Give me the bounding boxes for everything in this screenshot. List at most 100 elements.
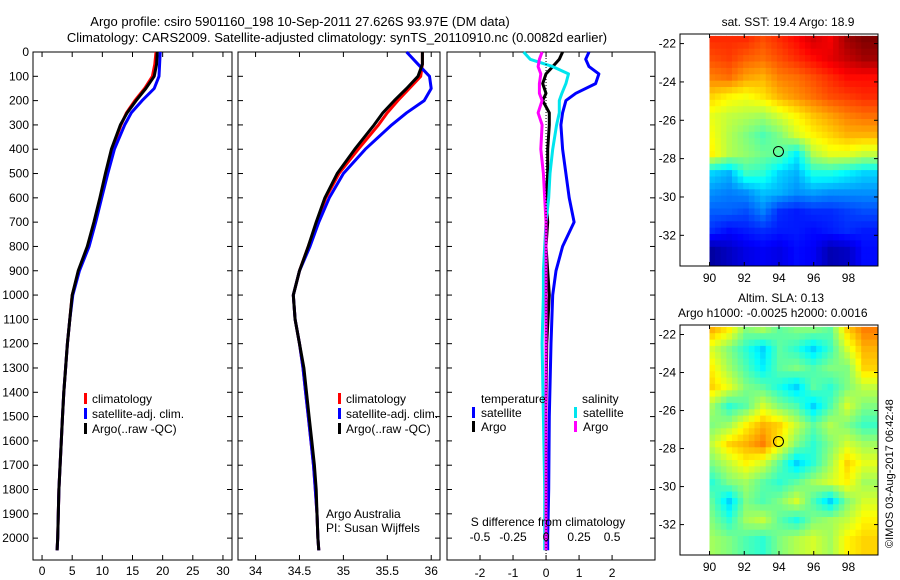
map-cell [810, 326, 817, 334]
map-cell [793, 371, 800, 379]
map-cell [810, 485, 817, 493]
map-cell [844, 182, 851, 190]
map-cell [748, 234, 755, 241]
map-cell [844, 208, 851, 216]
map-cell [726, 189, 733, 197]
map-cell [833, 364, 840, 372]
map-cell [709, 345, 716, 353]
map-cell [782, 377, 789, 385]
map-cell [732, 529, 739, 537]
map-cell [816, 453, 823, 461]
map-cell [849, 517, 856, 524]
map-cell [782, 441, 789, 448]
map-cell [821, 170, 828, 177]
map-cell [788, 390, 795, 398]
map-cell [816, 163, 823, 171]
map-cell [754, 396, 761, 404]
map-cell [866, 364, 873, 372]
map-cell [872, 74, 879, 82]
map-cell [771, 326, 778, 334]
map-cell [866, 479, 873, 486]
map-cell [810, 434, 817, 442]
map-cell [743, 453, 750, 461]
x-tick-label: 92 [738, 271, 752, 285]
map-cell [754, 326, 761, 334]
map-cell [821, 131, 828, 139]
map-cell [720, 61, 727, 69]
map-cell [821, 176, 828, 184]
map-cell [805, 377, 812, 385]
map-cell [748, 144, 755, 152]
map-cell [838, 125, 845, 133]
map-cell [776, 195, 783, 203]
map-cell [849, 202, 856, 209]
map-cell [765, 485, 772, 493]
map-cell [754, 99, 761, 107]
map-cell [715, 345, 722, 353]
map-cell [793, 67, 800, 75]
map-cell [788, 333, 795, 340]
map-cell [821, 195, 828, 203]
map-cell [754, 259, 761, 267]
map-cell [838, 396, 845, 404]
map-cell [838, 460, 845, 467]
map-cell [833, 402, 840, 410]
map-cell [732, 358, 739, 366]
map-cell [720, 42, 727, 50]
map-cell [765, 221, 772, 229]
map-cell [743, 529, 750, 537]
map-cell [827, 80, 834, 88]
map-cell [810, 151, 817, 158]
map-cell [748, 240, 755, 248]
map-cell [827, 536, 834, 543]
map-cell [732, 364, 739, 372]
map-cell [816, 447, 823, 455]
map-cell [861, 529, 868, 537]
plot-frame [237, 51, 441, 561]
map-cell [866, 466, 873, 474]
map-cell [861, 227, 868, 235]
map-cell [844, 364, 851, 372]
map-cell [793, 491, 800, 499]
map-cell [816, 326, 823, 334]
map-cell [861, 421, 868, 429]
map-cell [737, 352, 744, 359]
map-cell [765, 67, 772, 75]
map-cell [816, 182, 823, 190]
x-tick-label: 98 [842, 560, 856, 574]
map-cell [866, 221, 873, 229]
map-cell [855, 364, 862, 372]
map-cell [732, 119, 739, 126]
map-cell [715, 208, 722, 216]
map-cell [810, 415, 817, 423]
map-cell [799, 466, 806, 474]
map-cell [760, 189, 767, 197]
map-cell [799, 119, 806, 126]
map-cell [855, 157, 862, 165]
map-cell [776, 182, 783, 190]
map-cell [771, 498, 778, 505]
map-cell [788, 189, 795, 197]
map-cell [872, 221, 879, 229]
map-cell [872, 112, 879, 120]
map-cell [833, 151, 840, 158]
map-cell [776, 434, 783, 442]
map-cell [726, 333, 733, 340]
map-cell [788, 447, 795, 455]
map-cell [732, 163, 739, 171]
map-cell [765, 208, 772, 216]
map-cell [861, 112, 868, 120]
map-cell [732, 371, 739, 379]
map-cell [720, 542, 727, 550]
map-cell [833, 74, 840, 82]
map-cell [816, 125, 823, 133]
map-cell [827, 479, 834, 486]
map-cell [799, 371, 806, 379]
map-cell [776, 125, 783, 133]
map-cell [765, 87, 772, 94]
map-cell [849, 106, 856, 114]
map-cell [799, 415, 806, 423]
y-tick-label: 400 [9, 142, 29, 156]
map-cell [715, 517, 722, 524]
map-cell [793, 339, 800, 347]
